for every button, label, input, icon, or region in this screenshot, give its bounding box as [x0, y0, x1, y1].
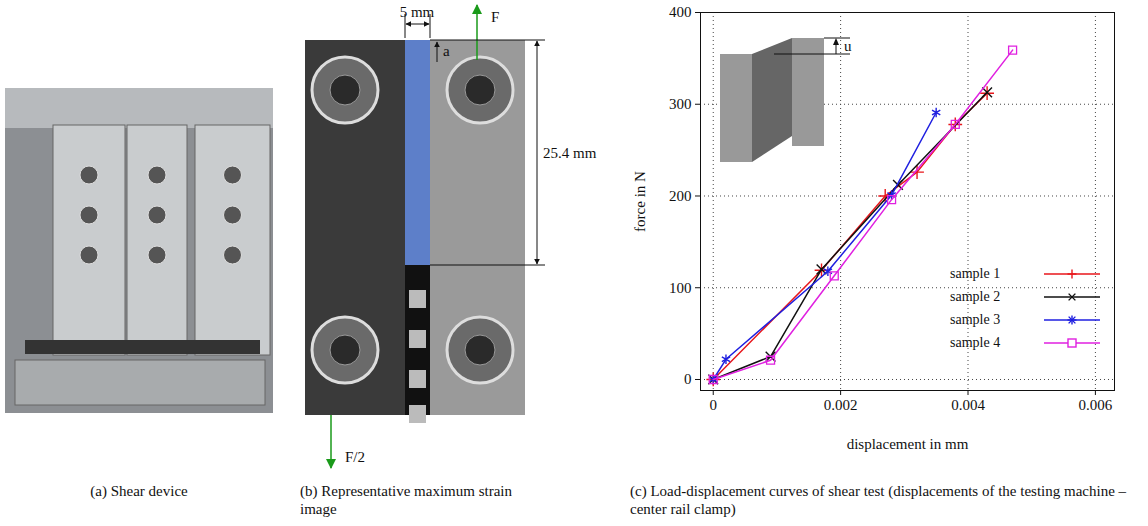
svg-text:F: F — [491, 9, 499, 25]
html-text:(a) Shear device: (a) Shear device — [90, 483, 188, 499]
svg-text:displacement in mm: displacement in mm — [847, 436, 969, 452]
svg-text:25.4 mm: 25.4 mm — [543, 145, 597, 161]
html-text:sample 3: sample 3 — [950, 311, 1001, 327]
html-text:sample 4: sample 4 — [950, 334, 1001, 350]
svg-text:u: u — [844, 38, 852, 54]
svg-text:force in N: force in N — [632, 171, 648, 232]
html-text:(c) Load-displacement curves o: (c) Load-displacement curves of shear te… — [630, 483, 1127, 517]
svg-text:0.004: 0.004 — [951, 397, 985, 413]
svg-text:200: 200 — [669, 188, 692, 204]
svg-text:300: 300 — [669, 96, 692, 112]
svg-text:F/2: F/2 — [345, 449, 365, 465]
svg-text:0.006: 0.006 — [1079, 397, 1113, 413]
svg-text:5 mm: 5 mm — [400, 4, 435, 20]
svg-text:a⃗: a⃗ — [443, 43, 461, 59]
svg-text:0: 0 — [709, 397, 717, 413]
svg-text:0: 0 — [684, 371, 692, 387]
svg-text:0.002: 0.002 — [824, 397, 858, 413]
html-text:(b) Representative maximum str: (b) Representative maximum strain image — [300, 483, 512, 517]
svg-text:400: 400 — [669, 4, 692, 20]
html-text:sample 2: sample 2 — [950, 288, 1001, 304]
svg-text:100: 100 — [669, 280, 692, 296]
html-text:sample 1: sample 1 — [950, 265, 1001, 281]
